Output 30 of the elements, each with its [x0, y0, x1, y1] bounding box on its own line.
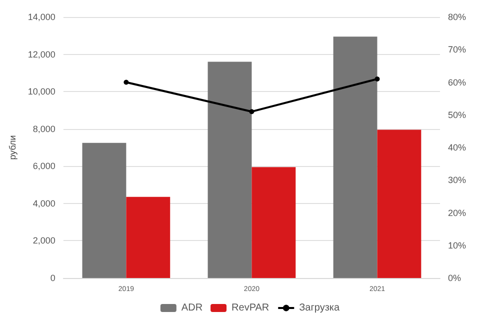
y-tick-label: 14,000: [28, 12, 56, 22]
y2-tick-label: 10%: [448, 240, 466, 250]
y-tick-label: 6,000: [32, 161, 56, 172]
y2-tick-label: 30%: [448, 175, 466, 186]
y-tick-label: 8,000: [32, 124, 56, 134]
y-tick-label: 10,000: [28, 86, 56, 97]
bar: [252, 167, 296, 278]
bar: [82, 142, 126, 278]
y2-tick-label: 40%: [448, 142, 466, 152]
y2-tick-label: 80%: [448, 12, 466, 22]
y2-tick-label: 0%: [448, 273, 462, 283]
y2-tick-label: 60%: [448, 77, 466, 88]
legend-label: Загрузка: [299, 302, 340, 314]
bar: [208, 62, 252, 278]
y2-tick-label: 70%: [448, 44, 466, 55]
bar: [333, 36, 378, 278]
bar: [377, 130, 422, 278]
legend-label: ADR: [181, 302, 203, 314]
point: [249, 109, 254, 114]
y-tick-label: 2,000: [32, 236, 56, 246]
y-axis-title: рубли: [8, 135, 18, 160]
y2-tick-label: 20%: [448, 208, 466, 218]
legend-label: RevPAR: [232, 302, 270, 314]
y-tick-label: 12,000: [28, 49, 56, 60]
y-tick-label: 4,000: [32, 198, 56, 208]
point: [124, 80, 129, 85]
y-tick-label: 0: [50, 273, 56, 283]
bar: [126, 196, 170, 278]
y2-tick-label: 50%: [448, 110, 466, 120]
point: [374, 76, 380, 82]
